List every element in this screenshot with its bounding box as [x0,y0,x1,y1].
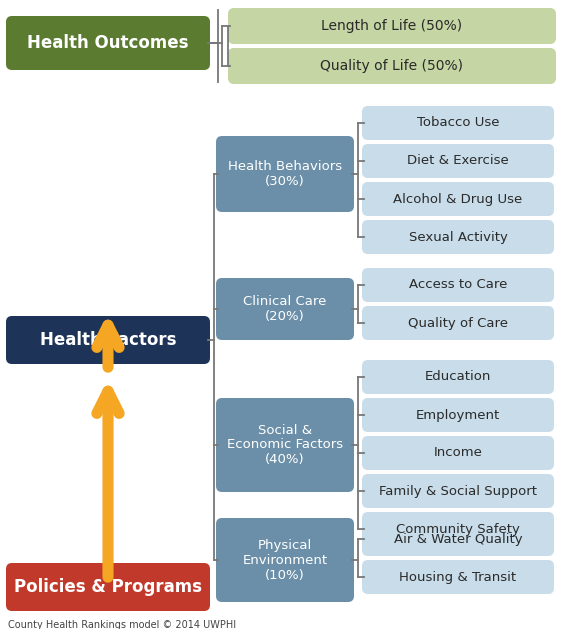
Text: County Health Rankings model © 2014 UWPHI: County Health Rankings model © 2014 UWPH… [8,620,236,629]
Text: Health Behaviors
(30%): Health Behaviors (30%) [228,160,342,188]
FancyBboxPatch shape [216,136,354,212]
FancyBboxPatch shape [362,436,554,470]
Text: Clinical Care
(20%): Clinical Care (20%) [243,295,327,323]
Text: Social &
Economic Factors
(40%): Social & Economic Factors (40%) [227,423,343,467]
FancyBboxPatch shape [362,398,554,432]
FancyBboxPatch shape [362,512,554,546]
Text: Air & Water Quality: Air & Water Quality [394,533,522,545]
FancyBboxPatch shape [362,220,554,254]
FancyBboxPatch shape [362,474,554,508]
FancyBboxPatch shape [362,106,554,140]
Text: Length of Life (50%): Length of Life (50%) [321,19,462,33]
Text: Quality of Life (50%): Quality of Life (50%) [320,59,464,73]
Text: Alcohol & Drug Use: Alcohol & Drug Use [393,192,523,206]
Text: Housing & Transit: Housing & Transit [399,571,517,584]
FancyBboxPatch shape [6,16,210,70]
Text: Sexual Activity: Sexual Activity [408,230,508,243]
FancyBboxPatch shape [228,48,556,84]
Text: Health Outcomes: Health Outcomes [27,34,189,52]
FancyBboxPatch shape [362,522,554,556]
Text: Income: Income [434,447,482,460]
FancyBboxPatch shape [362,268,554,302]
Text: Education: Education [425,370,491,384]
FancyBboxPatch shape [216,518,354,602]
FancyBboxPatch shape [6,563,210,611]
Text: Employment: Employment [416,408,500,421]
FancyBboxPatch shape [362,306,554,340]
FancyBboxPatch shape [362,560,554,594]
Text: Access to Care: Access to Care [409,279,507,291]
FancyBboxPatch shape [362,182,554,216]
FancyBboxPatch shape [362,360,554,394]
Text: Community Safety: Community Safety [396,523,520,535]
FancyBboxPatch shape [216,398,354,492]
FancyBboxPatch shape [216,278,354,340]
Text: Physical
Environment
(10%): Physical Environment (10%) [243,538,328,581]
FancyBboxPatch shape [362,144,554,178]
Text: Health Factors: Health Factors [39,331,176,349]
FancyBboxPatch shape [6,316,210,364]
Text: Quality of Care: Quality of Care [408,316,508,330]
Text: Policies & Programs: Policies & Programs [14,578,202,596]
Text: Diet & Exercise: Diet & Exercise [407,155,509,167]
Text: Tobacco Use: Tobacco Use [417,116,499,130]
FancyBboxPatch shape [228,8,556,44]
Text: Family & Social Support: Family & Social Support [379,484,537,498]
